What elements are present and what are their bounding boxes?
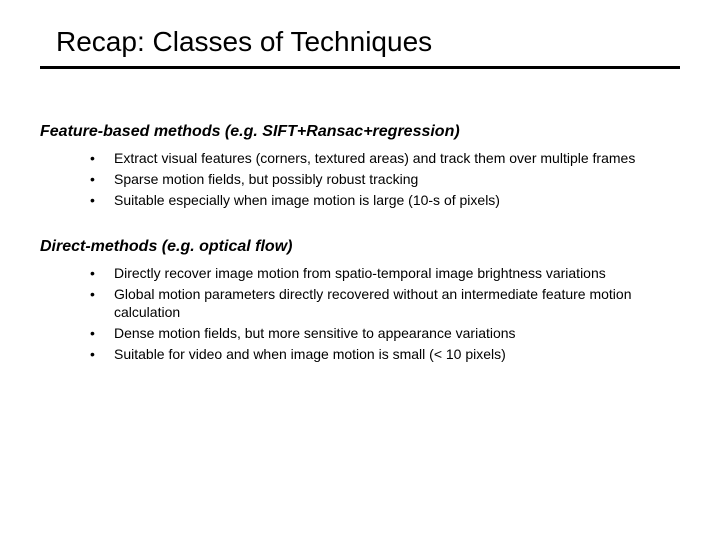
- slide-title: Recap: Classes of Techniques: [40, 20, 680, 69]
- section-1-bullets: Extract visual features (corners, textur…: [40, 149, 680, 210]
- list-item: Dense motion fields, but more sensitive …: [90, 324, 680, 343]
- list-item: Global motion parameters directly recove…: [90, 285, 680, 323]
- section-1: Feature-based methods (e.g. SIFT+Ransac+…: [40, 123, 680, 210]
- section-2-bullets: Directly recover image motion from spati…: [40, 264, 680, 364]
- section-2: Direct-methods (e.g. optical flow) Direc…: [40, 238, 680, 364]
- section-1-heading: Feature-based methods (e.g. SIFT+Ransac+…: [40, 123, 680, 141]
- list-item: Suitable for video and when image motion…: [90, 345, 680, 364]
- list-item: Extract visual features (corners, textur…: [90, 149, 680, 168]
- list-item: Sparse motion fields, but possibly robus…: [90, 170, 680, 189]
- list-item: Suitable especially when image motion is…: [90, 191, 680, 210]
- section-2-heading: Direct-methods (e.g. optical flow): [40, 238, 680, 256]
- list-item: Directly recover image motion from spati…: [90, 264, 680, 283]
